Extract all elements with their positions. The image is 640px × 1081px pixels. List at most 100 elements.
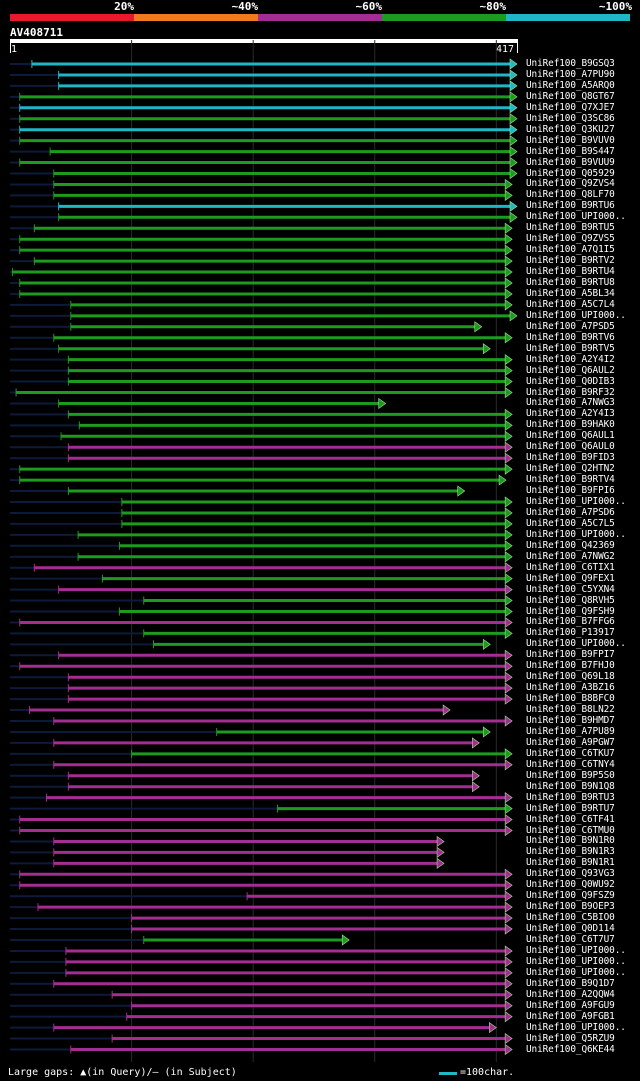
hit-label[interactable]: UniRef100_UPI000.. [526, 528, 626, 540]
hit-label[interactable]: UniRef100_Q9FEX1 [526, 572, 615, 584]
hit-label[interactable]: UniRef100_Q9FSH9 [526, 605, 615, 617]
hit-label[interactable]: UniRef100_C5BIO0 [526, 912, 615, 924]
hit-label[interactable]: UniRef100_Q69L18 [526, 671, 615, 683]
hit-label[interactable]: UniRef100_B7FHJ0 [526, 660, 615, 672]
hit-label[interactable]: UniRef100_B9RF32 [526, 386, 615, 398]
hit-label[interactable]: UniRef100_UPI000.. [526, 944, 626, 956]
hit-label[interactable]: UniRef100_B9VUV0 [526, 134, 615, 146]
hit-label[interactable]: UniRef100_A7PSD5 [526, 320, 615, 332]
hit-label[interactable]: UniRef100_Q0DIB3 [526, 375, 615, 387]
hit-label[interactable]: UniRef100_B9RTV6 [526, 331, 615, 343]
hit-label[interactable]: UniRef100_B9P5S0 [526, 769, 615, 781]
hit-arrow-head [504, 354, 513, 366]
hit-label[interactable]: UniRef100_B9N1R3 [526, 846, 615, 858]
hit-label[interactable]: UniRef100_B9HAK0 [526, 419, 615, 431]
hit-label[interactable]: UniRef100_A7PU90 [526, 68, 615, 80]
hit-label[interactable]: UniRef100_B9VUU9 [526, 156, 615, 168]
hit-label[interactable]: UniRef100_UPI000.. [526, 1021, 626, 1033]
hit-label[interactable]: UniRef100_UPI000.. [526, 638, 626, 650]
hit-label[interactable]: UniRef100_B9S447 [526, 145, 615, 157]
hit-label[interactable]: UniRef100_B9FPI6 [526, 485, 615, 497]
hit-arrow-head [504, 529, 513, 541]
hit-label[interactable]: UniRef100_Q3SC86 [526, 112, 615, 124]
hit-label[interactable]: UniRef100_Q6AUL1 [526, 430, 615, 442]
hit-label[interactable]: UniRef100_A7NWG2 [526, 550, 615, 562]
hit-label[interactable]: UniRef100_A7NWG3 [526, 397, 615, 409]
hit-label[interactable]: UniRef100_A2Y4I3 [526, 408, 615, 420]
hit-label[interactable]: UniRef100_Q8RVH5 [526, 594, 615, 606]
hit-label[interactable]: UniRef100_Q05929 [526, 167, 615, 179]
hit-label[interactable]: UniRef100_Q7XJE7 [526, 101, 615, 113]
hit-arrow-head [504, 233, 513, 245]
hit-label[interactable]: UniRef100_B8LN22 [526, 704, 615, 716]
hit-label[interactable]: UniRef100_B7FFG6 [526, 616, 615, 628]
hit-label[interactable]: UniRef100_B9OEP3 [526, 901, 615, 913]
hit-label[interactable]: UniRef100_B9HMD7 [526, 715, 615, 726]
hit-label[interactable]: UniRef100_A9FGU9 [526, 999, 615, 1011]
hit-label[interactable]: UniRef100_P13917 [526, 627, 615, 639]
hit-label[interactable]: UniRef100_A2QQW4 [526, 988, 615, 1000]
hit-label[interactable]: UniRef100_Q0WU92 [526, 879, 615, 891]
hit-label[interactable]: UniRef100_C6TF41 [526, 813, 615, 825]
hit-label[interactable]: UniRef100_Q6AUL0 [526, 441, 615, 453]
hit-label[interactable]: UniRef100_B9RTV2 [526, 255, 615, 267]
hit-label[interactable]: UniRef100_Q93VG3 [526, 868, 615, 880]
hit-label[interactable]: UniRef100_C6TKU7 [526, 747, 615, 759]
hit-label[interactable]: UniRef100_B9RTU4 [526, 266, 615, 278]
hit-arrow-head [504, 584, 513, 596]
hit-label[interactable]: UniRef100_Q5RZU9 [526, 1032, 615, 1044]
hit-label[interactable]: UniRef100_A9PGW7 [526, 736, 615, 748]
hit-label[interactable]: UniRef100_Q9FSZ9 [526, 890, 615, 902]
hit-label[interactable]: UniRef100_A7PSD6 [526, 506, 615, 518]
hit-label[interactable]: UniRef100_B9RTU5 [526, 222, 615, 234]
hit-label[interactable]: UniRef100_UPI000.. [526, 496, 626, 507]
hit-label[interactable]: UniRef100_B9RTV5 [526, 342, 615, 354]
hit-label[interactable]: UniRef100_A9FGB1 [526, 1010, 615, 1022]
hit-label[interactable]: UniRef100_Q3KU27 [526, 123, 615, 135]
hit-label[interactable]: UniRef100_B9N1R0 [526, 835, 615, 847]
hit-label[interactable]: UniRef100_C6TIX1 [526, 561, 615, 573]
hit-label[interactable]: UniRef100_B9FID3 [526, 452, 615, 464]
hit-arrow-head [504, 901, 513, 913]
hit-label[interactable]: UniRef100_B9RTU6 [526, 200, 615, 212]
hit-label[interactable]: UniRef100_Q42369 [526, 539, 615, 551]
hit-label[interactable]: UniRef100_B9N1Q8 [526, 780, 615, 792]
hit-label[interactable]: UniRef100_A7PU89 [526, 725, 615, 737]
hit-label[interactable]: UniRef100_B9RTU8 [526, 277, 615, 288]
hit-label[interactable]: UniRef100_UPI000.. [526, 309, 626, 321]
hit-label[interactable]: UniRef100_Q0D114 [526, 923, 615, 935]
hit-label[interactable]: UniRef100_UPI000.. [526, 211, 626, 223]
hit-arrow-head [504, 222, 513, 234]
hit-label[interactable]: UniRef100_B9N1R1 [526, 857, 615, 869]
hit-label[interactable]: UniRef100_A5BL34 [526, 287, 615, 299]
hit-label[interactable]: UniRef100_Q9ZVS5 [526, 233, 615, 245]
hit-label[interactable]: UniRef100_Q8GT67 [526, 90, 615, 102]
hit-label[interactable]: UniRef100_Q6KE44 [526, 1043, 615, 1055]
hit-label[interactable]: UniRef100_C5YXN4 [526, 583, 615, 595]
hit-arrow-head [341, 934, 350, 946]
hit-label[interactable]: UniRef100_A2Y4I2 [526, 353, 615, 365]
hit-label[interactable]: UniRef100_Q9ZVS4 [526, 178, 615, 190]
hit-label[interactable]: UniRef100_A5C7L5 [526, 517, 615, 529]
hit-label[interactable]: UniRef100_B9Q1D7 [526, 977, 615, 989]
hit-arrow-head [504, 923, 513, 935]
hit-label[interactable]: UniRef100_A3BZ16 [526, 682, 615, 694]
hit-arrow-head [509, 200, 518, 212]
hit-label[interactable]: UniRef100_UPI000.. [526, 966, 626, 978]
hit-label[interactable]: UniRef100_C6T7U7 [526, 934, 615, 945]
hit-label[interactable]: UniRef100_C6TMU0 [526, 824, 615, 836]
hit-label[interactable]: UniRef100_B9RTU3 [526, 791, 615, 803]
hit-label[interactable]: UniRef100_Q2HTN2 [526, 463, 615, 475]
hit-label[interactable]: UniRef100_Q6AUL2 [526, 364, 615, 376]
hit-label[interactable]: UniRef100_B9RTU7 [526, 802, 615, 814]
hit-label[interactable]: UniRef100_A7Q1I5 [526, 244, 615, 256]
hit-label[interactable]: UniRef100_A5C7L4 [526, 298, 615, 310]
hit-label[interactable]: UniRef100_A5ARQ0 [526, 79, 615, 91]
hit-label[interactable]: UniRef100_B9FPI7 [526, 649, 615, 661]
hit-label[interactable]: UniRef100_B9GSQ3 [526, 58, 615, 69]
hit-label[interactable]: UniRef100_B9RTV4 [526, 474, 615, 486]
hit-label[interactable]: UniRef100_UPI000.. [526, 955, 626, 967]
hit-label[interactable]: UniRef100_B8BFC0 [526, 693, 615, 705]
hit-label[interactable]: UniRef100_Q8LF70 [526, 189, 615, 201]
hit-label[interactable]: UniRef100_C6TNY4 [526, 758, 615, 770]
